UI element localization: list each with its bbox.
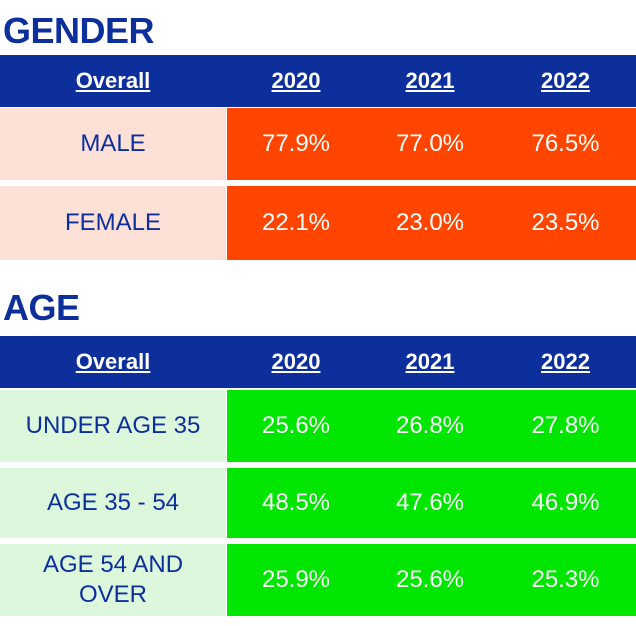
row-label: AGE 54 AND OVER: [0, 544, 226, 616]
value-cell: 27.8%: [531, 412, 600, 439]
row-label: AGE 35 - 54: [0, 468, 226, 538]
value-cell: 22.1%: [261, 209, 331, 236]
table-row: MALE 77.9% 77.0% 76.5%: [0, 108, 636, 180]
value-cell: 76.5%: [531, 130, 600, 157]
table-row: UNDER AGE 35 25.6% 26.8% 27.8%: [0, 390, 636, 462]
value-cell: 25.6%: [261, 412, 331, 439]
value-cell: 25.3%: [531, 566, 600, 593]
table-row: FEMALE 22.1% 23.0% 23.5%: [0, 186, 636, 260]
age-title: AGE: [3, 287, 80, 328]
value-background: [227, 186, 636, 260]
value-cell: 23.0%: [395, 209, 465, 236]
value-cell: 48.5%: [261, 489, 331, 516]
value-cell: 25.6%: [395, 566, 465, 593]
value-background: [227, 468, 636, 538]
table-row: AGE 54 AND OVER 25.9% 25.6% 25.3%: [0, 544, 636, 616]
gender-header-2021: 2021: [405, 68, 455, 93]
value-cell: 77.0%: [395, 130, 465, 157]
age-header-2021: 2021: [405, 349, 455, 374]
value-cell: 46.9%: [531, 489, 600, 516]
value-cell: 77.9%: [261, 130, 331, 157]
value-background: [227, 390, 636, 462]
gender-header-overall: Overall: [75, 68, 151, 93]
age-header-row: Overall 2020 2021 2022: [0, 336, 636, 388]
value-background: [227, 544, 636, 616]
age-header-overall: Overall: [75, 349, 151, 374]
gender-title: GENDER: [3, 10, 155, 51]
value-cell: 23.5%: [531, 209, 600, 236]
row-label: FEMALE: [0, 186, 226, 260]
value-cell: 25.9%: [261, 566, 331, 593]
row-label: UNDER AGE 35: [0, 390, 226, 462]
gender-header-2020: 2020: [271, 68, 321, 93]
gender-header-row: Overall 2020 2021 2022: [0, 55, 636, 107]
age-header-2022: 2022: [541, 349, 590, 374]
row-label: MALE: [0, 108, 226, 180]
table-row: AGE 35 - 54 48.5% 47.6% 46.9%: [0, 468, 636, 538]
value-cell: 26.8%: [395, 412, 465, 439]
value-cell: 47.6%: [395, 489, 465, 516]
age-header-2020: 2020: [271, 349, 321, 374]
value-background: [227, 108, 636, 180]
gender-header-2022: 2022: [541, 68, 590, 93]
